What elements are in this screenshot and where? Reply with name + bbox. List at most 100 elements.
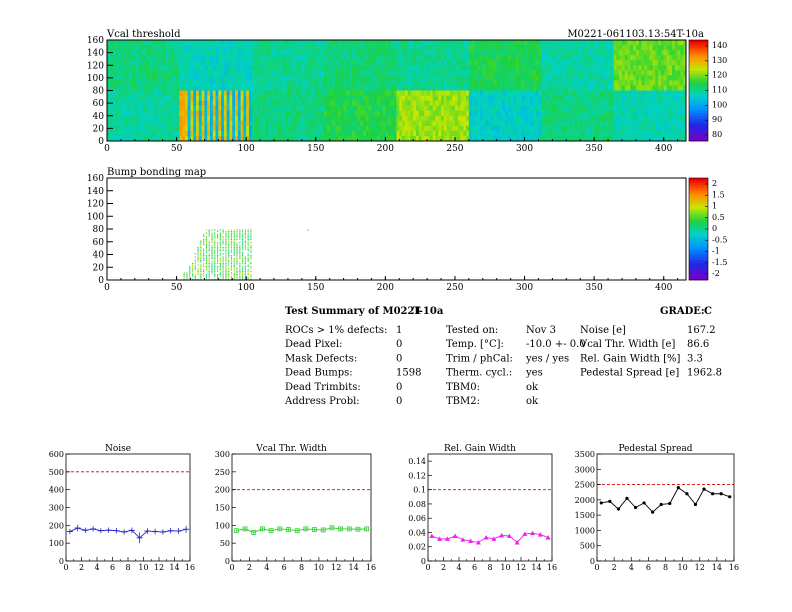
heatmap-cell — [421, 40, 425, 46]
heatmap-cell — [524, 90, 528, 96]
heatmap-cell — [165, 95, 169, 101]
heatmap-cell — [560, 135, 564, 142]
heatmap-cell — [140, 70, 144, 76]
heatmap-cell — [418, 45, 422, 51]
bump-cell — [208, 234, 210, 236]
heatmap-cell — [193, 50, 197, 56]
heatmap-cell — [243, 115, 247, 122]
bump-cell — [205, 266, 208, 268]
heatmap-cell — [282, 45, 286, 51]
heatmap-cell — [613, 60, 617, 66]
heatmap-cell — [196, 70, 200, 76]
heatmap-cell — [377, 125, 381, 132]
heatmap-cell — [546, 85, 551, 91]
y-tick-label: 40 — [93, 112, 105, 122]
heatmap-cell — [608, 70, 612, 76]
heatmap-cell — [641, 95, 645, 101]
bump-cell — [242, 253, 244, 255]
heatmap-cell — [605, 135, 609, 142]
bump-cell — [228, 270, 230, 273]
heatmap-cell — [441, 45, 445, 51]
heatmap-cell — [491, 85, 495, 91]
heatmap-cell — [229, 115, 233, 122]
heatmap-cell — [613, 55, 617, 61]
heatmap-cell — [351, 90, 356, 96]
heatmap-cell — [602, 60, 606, 66]
heatmap-cell — [482, 85, 486, 91]
x-tick-label: 250 — [446, 144, 463, 154]
heatmap-cell — [647, 75, 651, 81]
bump-cell — [228, 262, 230, 265]
heatmap-cell — [669, 40, 673, 46]
heatmap-cell — [299, 80, 303, 86]
heatmap-cell — [232, 95, 236, 101]
heatmap-cell — [410, 130, 414, 137]
heatmap-cell — [326, 60, 331, 66]
heatmap-cell — [349, 65, 353, 71]
heatmap-cell — [176, 130, 180, 137]
heatmap-cell — [588, 95, 592, 101]
heatmap-cell — [466, 80, 470, 86]
heatmap-cell — [171, 100, 175, 107]
heatmap-cell — [184, 80, 189, 86]
heatmap-cell — [421, 60, 425, 66]
heatmap-cell — [120, 90, 125, 96]
heatmap-cell — [585, 105, 589, 112]
heatmap-cell — [165, 110, 169, 117]
heatmap-cell — [624, 70, 628, 76]
heatmap-cell — [407, 40, 411, 46]
heatmap-cell — [683, 95, 687, 101]
heatmap-cell — [560, 45, 564, 51]
bump-cell — [216, 230, 219, 233]
heatmap-cell — [555, 50, 559, 56]
heatmap-cell — [421, 135, 425, 142]
heatmap-cell — [382, 55, 386, 61]
heatmap-cell — [513, 55, 517, 61]
heatmap-cell — [399, 75, 403, 81]
heatmap-cell — [112, 40, 116, 46]
heatmap-cell — [535, 75, 539, 81]
heatmap-cell — [196, 130, 200, 137]
heatmap-cell — [421, 105, 425, 112]
bump-cell — [236, 262, 238, 265]
heatmap-cell — [468, 115, 473, 122]
heatmap-cell — [672, 90, 676, 96]
palette-band — [689, 77, 708, 81]
heatmap-cell — [683, 85, 687, 91]
heatmap-cell — [143, 55, 147, 61]
bump-cell — [189, 269, 191, 271]
heatmap-cell — [368, 70, 372, 76]
heatmap-cell — [173, 70, 177, 76]
heatmap-cell — [190, 110, 194, 117]
heatmap-cell — [123, 115, 127, 122]
heatmap-cell — [552, 115, 556, 122]
heatmap-cell — [449, 115, 453, 122]
heatmap-cell — [585, 75, 589, 81]
heatmap-cell — [407, 45, 411, 51]
heatmap-cell — [630, 135, 634, 142]
bump-cell — [216, 267, 219, 269]
heatmap-cell — [621, 130, 626, 137]
heatmap-cell — [388, 115, 392, 122]
heatmap-cell — [365, 90, 370, 96]
bump-cell — [216, 248, 219, 250]
heatmap-cell — [633, 80, 637, 86]
heatmap-cell — [677, 45, 681, 51]
heatmap-cell — [610, 70, 615, 76]
bump-cell — [216, 266, 219, 268]
heatmap-cell — [502, 90, 506, 96]
heatmap-cell — [427, 125, 431, 132]
heatmap-cell — [209, 80, 214, 86]
heatmap-cell — [669, 45, 673, 51]
heatmap-cell — [126, 130, 130, 137]
heatmap-cell — [546, 55, 551, 61]
heatmap-cell — [171, 45, 175, 51]
heatmap-cell — [566, 55, 570, 61]
heatmap-cell — [123, 70, 127, 76]
bump-cell — [216, 251, 219, 253]
heatmap-cell — [482, 65, 486, 71]
heatmap-cell — [583, 40, 587, 46]
heatmap-cell — [438, 60, 442, 66]
heatmap-cell — [140, 100, 144, 107]
heatmap-cell — [454, 55, 459, 61]
